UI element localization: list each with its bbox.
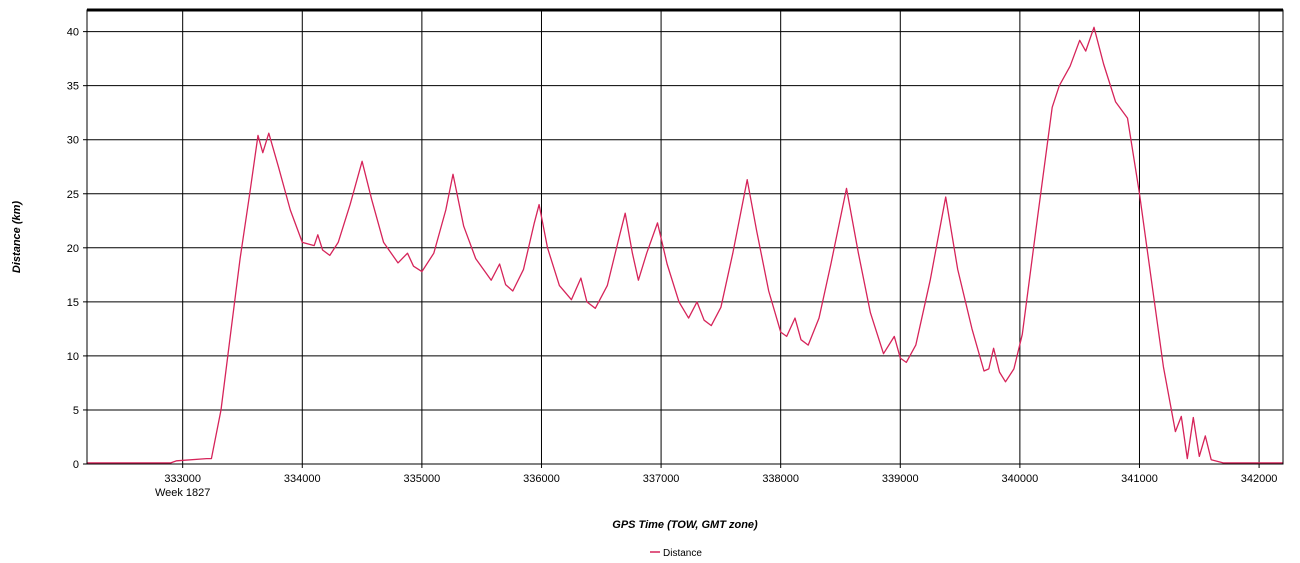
x-tick-label: 336000 bbox=[523, 473, 560, 485]
grid-lines bbox=[87, 10, 1283, 465]
legend: Distance bbox=[650, 548, 702, 559]
y-tick-label: 25 bbox=[67, 189, 79, 201]
x-tick-label: 339000 bbox=[882, 473, 919, 485]
y-tick-label: 0 bbox=[73, 459, 79, 471]
y-axis-title: Distance (km) bbox=[11, 201, 23, 273]
y-tick-label: 10 bbox=[67, 351, 79, 363]
x-tick-label: 337000 bbox=[643, 473, 680, 485]
x-tick-label: 335000 bbox=[404, 473, 441, 485]
y-tick-label: 35 bbox=[67, 81, 79, 93]
x-tick-label: 340000 bbox=[1002, 473, 1039, 485]
plot-frame bbox=[86, 9, 1284, 465]
series-layer bbox=[87, 26, 1283, 464]
x-tick-label: 334000 bbox=[284, 473, 321, 485]
x-axis-title: GPS Time (TOW, GMT zone) bbox=[612, 519, 758, 531]
y-tick-label: 20 bbox=[67, 243, 79, 255]
series-line-distance bbox=[87, 26, 1283, 464]
legend-label: Distance bbox=[663, 548, 702, 559]
x-tick-label: 333000 bbox=[164, 473, 201, 485]
y-tick-label: 5 bbox=[73, 405, 79, 417]
x-tick-label: 338000 bbox=[762, 473, 799, 485]
y-axis-ticks: 0 5 10 15 20 25 30 35 40 bbox=[67, 27, 87, 471]
x-sub-label: Week 1827 bbox=[155, 487, 210, 499]
y-tick-label: 40 bbox=[67, 27, 79, 39]
x-tick-label: 342000 bbox=[1241, 473, 1278, 485]
x-tick-label: 341000 bbox=[1121, 473, 1158, 485]
y-tick-label: 15 bbox=[67, 297, 79, 309]
x-axis-ticks: 333000 334000 335000 336000 337000 338000 3390… bbox=[164, 464, 1277, 485]
y-tick-label: 30 bbox=[67, 135, 79, 147]
